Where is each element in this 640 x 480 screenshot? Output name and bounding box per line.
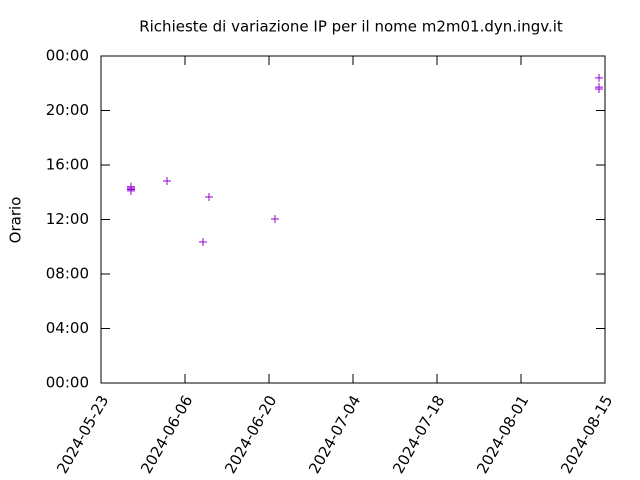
y-tick-label: 00:00 xyxy=(46,374,89,392)
plot-frame xyxy=(100,55,606,384)
y-tick-label: 00:00 xyxy=(46,47,89,65)
data-point xyxy=(127,186,135,195)
y-axis-label: Orario xyxy=(7,197,25,244)
data-point xyxy=(271,214,279,223)
x-tick-label: 2024-06-20 xyxy=(221,392,280,477)
x-tick-label: 2024-06-06 xyxy=(137,392,196,477)
x-tick-label: 2024-08-01 xyxy=(473,392,532,477)
data-point xyxy=(199,237,207,246)
data-point xyxy=(595,84,603,93)
y-tick-label: 08:00 xyxy=(46,265,89,283)
x-tick-label: 2024-05-23 xyxy=(53,392,112,477)
data-point xyxy=(205,193,213,202)
chart-title: Richieste di variazione IP per il nome m… xyxy=(139,18,563,36)
y-tick-label: 16:00 xyxy=(46,156,89,174)
x-tick-label: 2024-07-04 xyxy=(305,392,364,477)
x-tick-label: 2024-08-15 xyxy=(557,392,616,477)
y-tick-label: 20:00 xyxy=(46,101,89,119)
data-point xyxy=(595,73,603,82)
y-tick-label: 12:00 xyxy=(46,210,89,228)
data-point xyxy=(163,176,171,185)
x-tick-label: 2024-07-18 xyxy=(389,392,448,477)
y-tick-label: 04:00 xyxy=(46,319,89,337)
